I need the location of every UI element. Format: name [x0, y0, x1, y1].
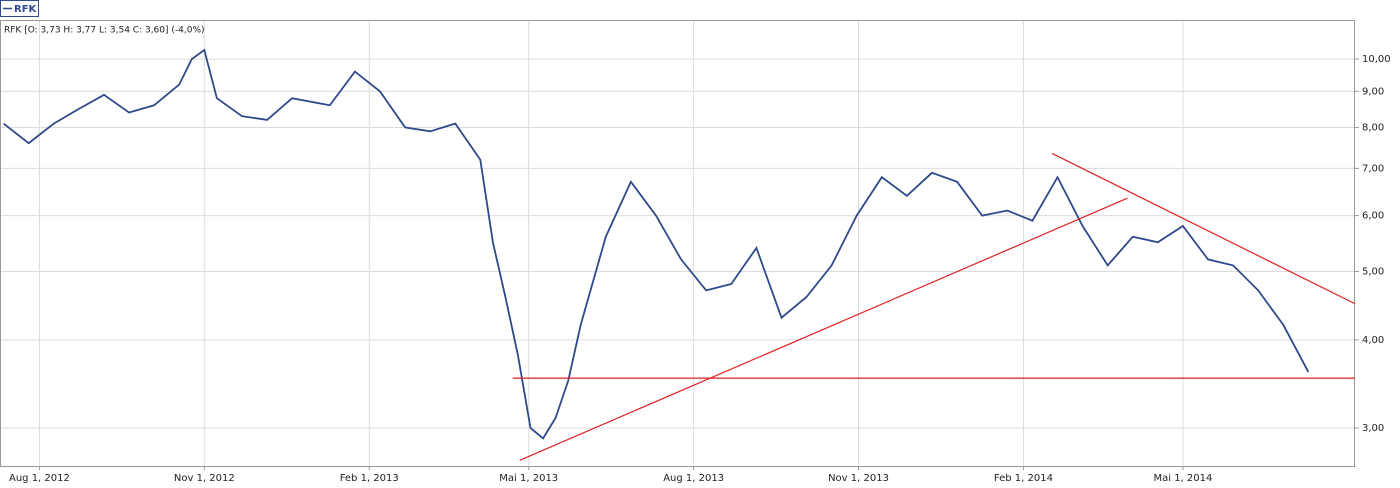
x-tick-label: Nov 1, 2012	[174, 473, 235, 484]
y-tick-label: 5,00	[1362, 266, 1384, 277]
legend-box	[0, 0, 39, 17]
x-tick-label: Aug 1, 2012	[9, 473, 70, 484]
y-tick-label: 4,00	[1362, 335, 1384, 346]
x-tick-label: Feb 1, 2014	[994, 473, 1053, 484]
x-tick-label: Mai 1, 2014	[1153, 473, 1212, 484]
x-tick-label: Feb 1, 2013	[340, 473, 399, 484]
info-text: RFK [O: 3,73 H: 3,77 L: 3,54 C: 3,60] (-…	[4, 26, 205, 36]
x-tick-label: Nov 1, 2013	[828, 473, 889, 484]
trend-line	[519, 197, 1128, 461]
y-tick-label: 7,00	[1362, 163, 1384, 174]
y-tick-label: 10,00	[1362, 54, 1391, 65]
price-line	[3, 48, 1310, 440]
trend-line	[1051, 152, 1356, 305]
x-tick-label: Aug 1, 2013	[663, 473, 724, 484]
y-tick-label: 3,00	[1362, 423, 1384, 434]
y-tick-label: 8,00	[1362, 122, 1384, 133]
y-tick-label: 6,00	[1362, 211, 1384, 222]
x-tick-label: Mai 1, 2013	[499, 473, 558, 484]
legend-label: RFK	[14, 4, 38, 15]
y-tick-label: 9,00	[1362, 86, 1384, 97]
plot-frame	[0, 20, 1355, 467]
